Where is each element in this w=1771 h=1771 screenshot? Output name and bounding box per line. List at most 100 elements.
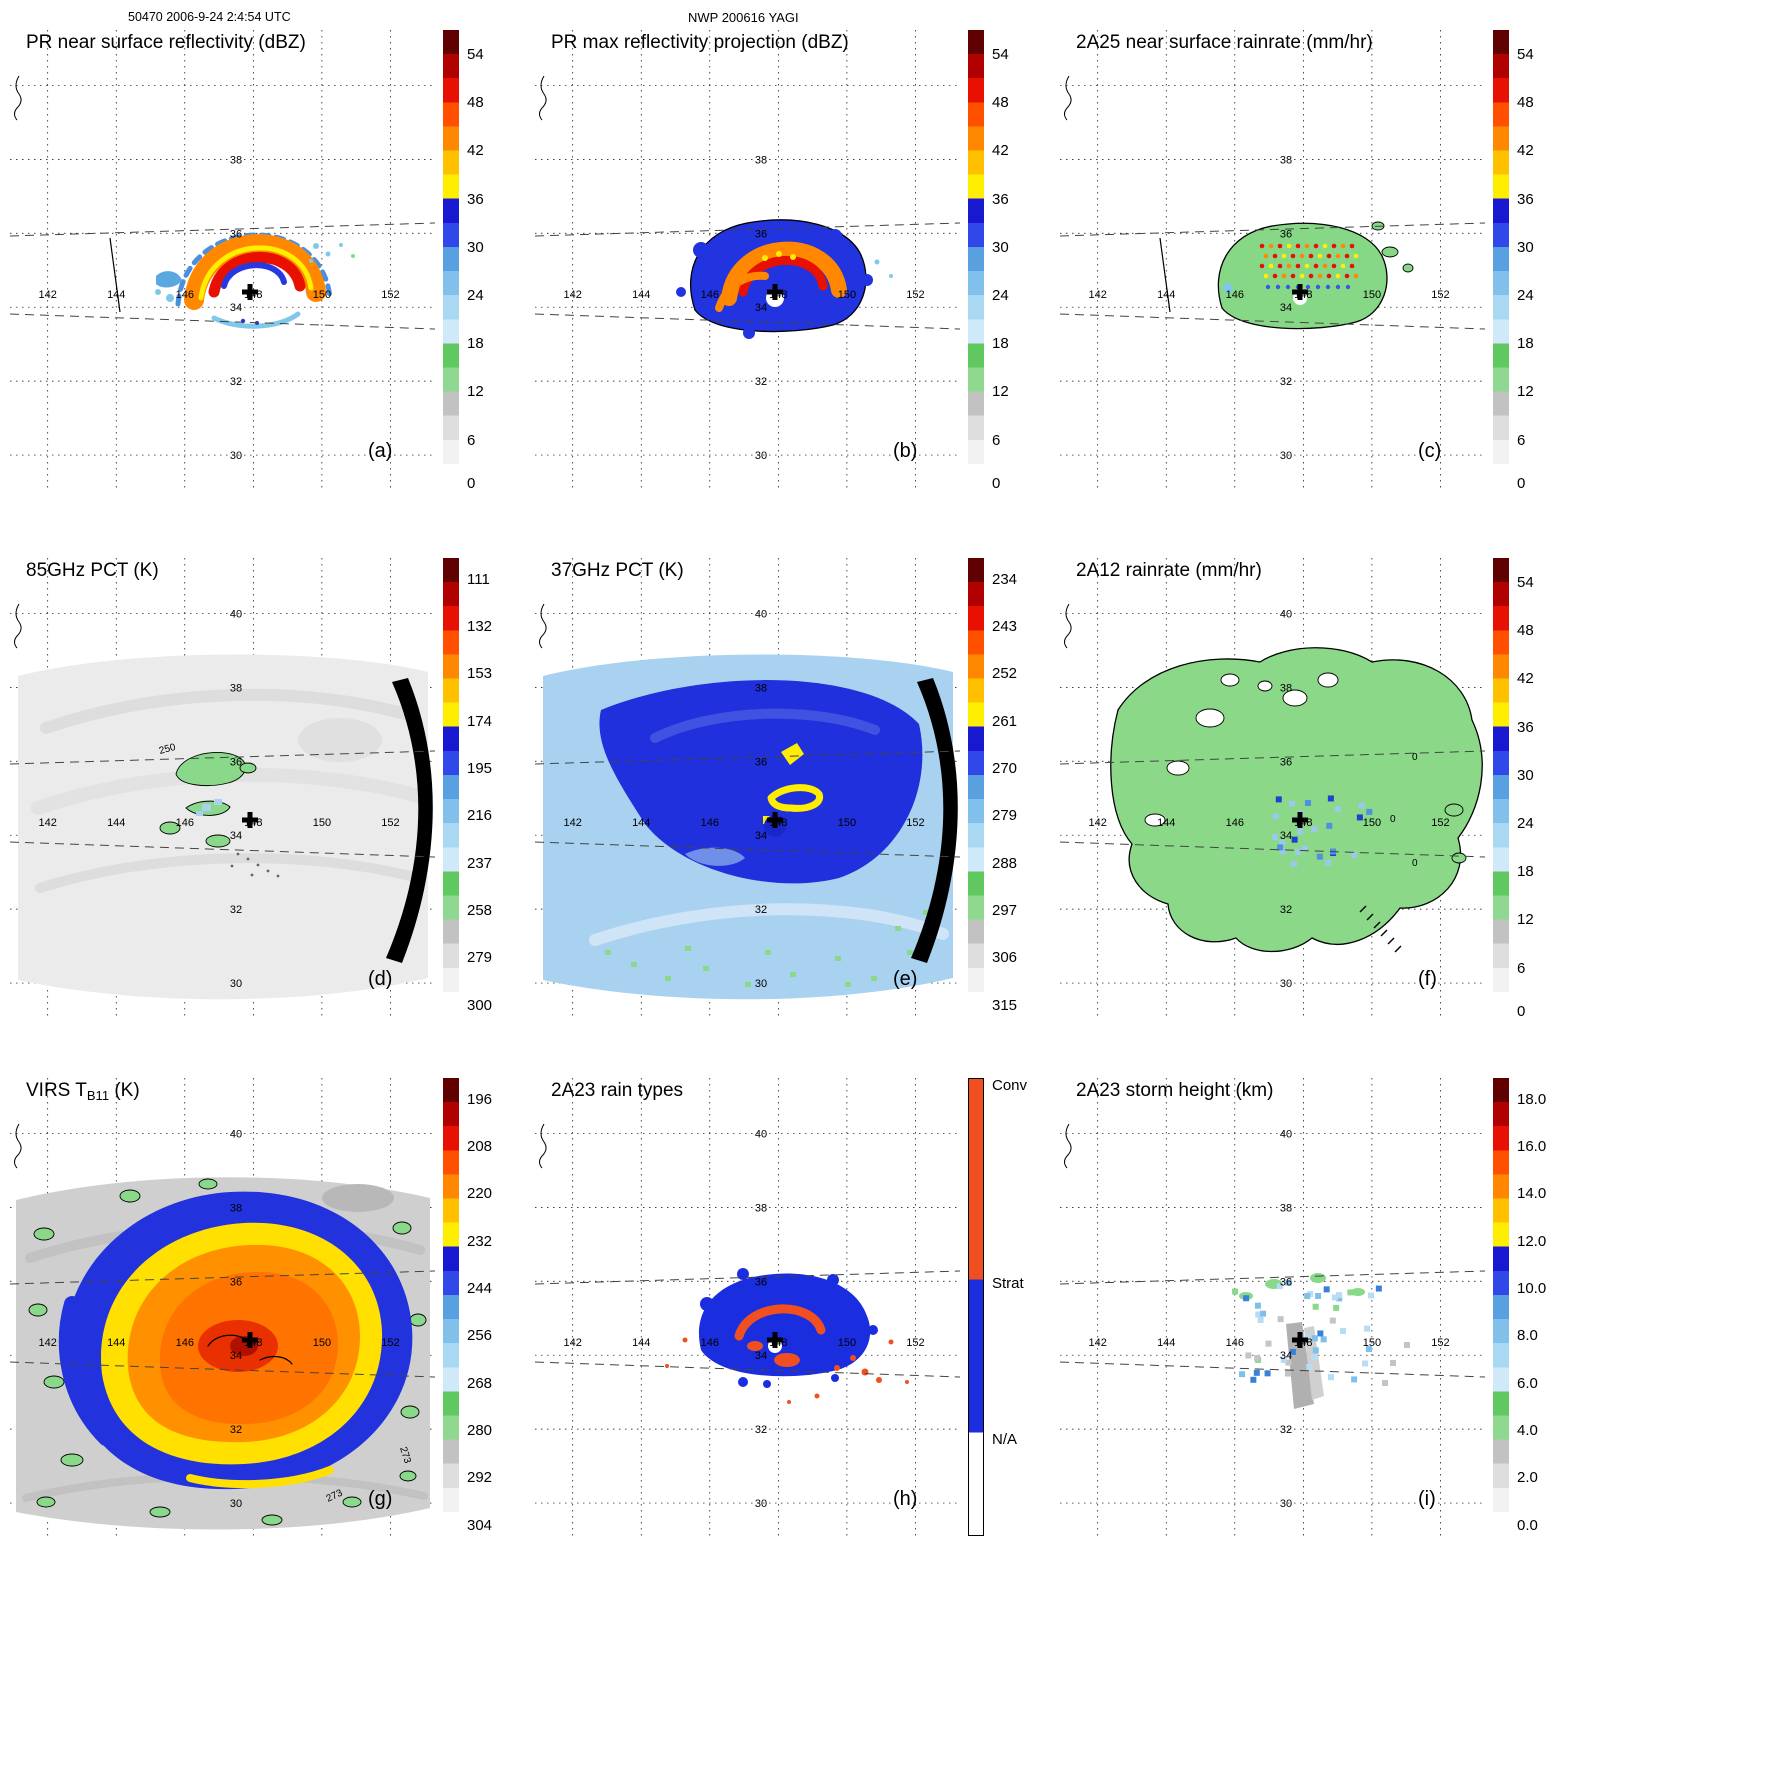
- lat-label: 36: [1280, 756, 1292, 768]
- colorbar-tick: 24: [1517, 815, 1534, 833]
- colorbar-tick: 48: [1517, 622, 1534, 640]
- lat-label: 38: [230, 154, 242, 166]
- colorbar-tick: 18.0: [1517, 1090, 1547, 1108]
- colorbar-tick: 6: [992, 431, 1001, 449]
- storm-imagery-b: [676, 219, 893, 339]
- lat-label: 34: [1280, 830, 1292, 842]
- swath-edge-lines: [10, 750, 435, 858]
- lon-label: 150: [313, 289, 331, 301]
- colorbar-tick: 54: [1517, 574, 1534, 592]
- lat-label: 36: [230, 228, 242, 240]
- panel-letter: (b): [893, 440, 918, 462]
- lat-label: 38: [1280, 154, 1292, 166]
- lat-label: 38: [755, 1202, 767, 1214]
- lat-lon-grid: [10, 30, 435, 492]
- lon-label: 146: [1226, 289, 1244, 301]
- panel-h: 142 144 146 148 150 152 40 38 36 34 32 30 2A23 rain…: [535, 1076, 1055, 1548]
- lat-label: 36: [230, 1276, 242, 1288]
- panel-letter: (a): [368, 440, 393, 462]
- lat-label: 32: [1280, 376, 1292, 388]
- colorbar-tick: 208: [467, 1137, 493, 1155]
- panel-g: 142 144 146 148 150 152 40 38 36 34 32 30 273 273 VIR…: [10, 1078, 530, 1548]
- coastline-fragment: [14, 1123, 22, 1169]
- panel-title-units: (K): [109, 1080, 140, 1101]
- rain-type-label-conv: Conv: [992, 1076, 1028, 1094]
- lat-label: 30: [755, 978, 767, 990]
- storm-imagery-e: [543, 654, 958, 1000]
- swath-boundary-segment: [1159, 237, 1171, 313]
- colorbar-tick: 12: [1517, 911, 1534, 929]
- coastline-fragment: [14, 603, 22, 649]
- lat-label: 32: [230, 376, 242, 388]
- lon-label: 152: [381, 289, 399, 301]
- colorbar-tick: 315: [992, 996, 1018, 1014]
- colorbar-tick: 36: [1517, 718, 1534, 736]
- colorbar-tick: 36: [1517, 190, 1534, 208]
- lat-label: 38: [230, 1202, 242, 1214]
- colorbar-tick: 304: [467, 1516, 493, 1534]
- lon-label: 142: [564, 1337, 582, 1349]
- colorbar: 54 48 42 36 30 24 18 12 6 0: [968, 30, 1053, 496]
- lon-label: 150: [1363, 1337, 1381, 1349]
- colorbar-tick: 12: [467, 383, 484, 401]
- colorbar-gradient: [1493, 558, 1509, 1016]
- panel-c: 142 144 146 148 150 152 38 36 34 32 30 2A25 near s…: [1060, 30, 1580, 500]
- contour-label: 0: [1412, 752, 1418, 763]
- rain-type-label-na: N/A: [992, 1430, 1018, 1448]
- lon-label: 152: [381, 817, 399, 829]
- colorbar-tick: 54: [1517, 46, 1534, 64]
- colorbar-tick: 24: [467, 287, 484, 305]
- colorbar: 196 208 220 232 244 256 268 280 292 304: [443, 1078, 528, 1544]
- colorbar-tick: 42: [992, 142, 1009, 160]
- contour-label: 250: [158, 742, 177, 757]
- panel-title-subscript: B11: [86, 1088, 110, 1103]
- colorbar-tick: 42: [1517, 142, 1534, 160]
- storm-imagery-g: [16, 1177, 430, 1530]
- colorbar-tick: 30: [467, 239, 484, 257]
- panel-title-text: VIRS T: [26, 1080, 87, 1101]
- lon-label: 152: [906, 1337, 924, 1349]
- colorbar-tick: 243: [992, 617, 1018, 635]
- lat-label: 32: [755, 904, 767, 916]
- colorbar-tick: 12: [992, 383, 1009, 401]
- lat-label: 32: [1280, 904, 1292, 916]
- lat-label: 36: [755, 228, 767, 240]
- colorbar-tick: 153: [467, 665, 493, 683]
- lat-label: 36: [1280, 228, 1292, 240]
- lat-label: 38: [755, 682, 767, 694]
- colorbar-tick: 244: [467, 1279, 493, 1297]
- storm-imagery-f: [1110, 647, 1483, 953]
- colorbar-tick: 268: [467, 1374, 493, 1392]
- lat-label: 36: [755, 756, 767, 768]
- storm-center-marker: [767, 812, 783, 828]
- lat-label: 34: [1280, 1350, 1292, 1362]
- panel-title: 2A12 rainrate (mm/hr): [1076, 560, 1262, 583]
- lat-label: 36: [1280, 1276, 1292, 1288]
- swath-boundary-segment: [109, 237, 121, 313]
- storm-center-marker: [1292, 1332, 1308, 1348]
- colorbar-tick: 36: [467, 190, 484, 208]
- colorbar-tick: 292: [467, 1469, 493, 1487]
- colorbar-tick: 0: [992, 475, 1001, 493]
- lon-label: 142: [39, 817, 57, 829]
- colorbar-tick: 279: [992, 807, 1018, 825]
- colorbar-tick: 24: [992, 287, 1009, 305]
- storm-center-marker: [1292, 812, 1308, 828]
- panel-f: 142 144 146 148 150 152 40 38 36 34 32 30 0 0 0 2A12 r…: [1060, 558, 1580, 1028]
- storm-center-marker: [242, 812, 258, 828]
- lon-label: 142: [1089, 1337, 1107, 1349]
- lon-label: 146: [701, 1337, 719, 1349]
- panel-title-text: 2A12 rainrate (mm/hr): [1076, 560, 1262, 581]
- colorbar-tick: 2.0: [1517, 1469, 1538, 1487]
- lat-label: 30: [755, 450, 767, 462]
- lat-label: 30: [230, 978, 242, 990]
- storm-imagery-i: [1232, 1273, 1410, 1409]
- colorbar-tick: 306: [992, 949, 1018, 967]
- storm-imagery-a: [155, 232, 355, 329]
- panel-title: 37GHz PCT (K): [551, 560, 684, 583]
- swath-edge-lines: [10, 222, 435, 330]
- colorbar-tick: 42: [1517, 670, 1534, 688]
